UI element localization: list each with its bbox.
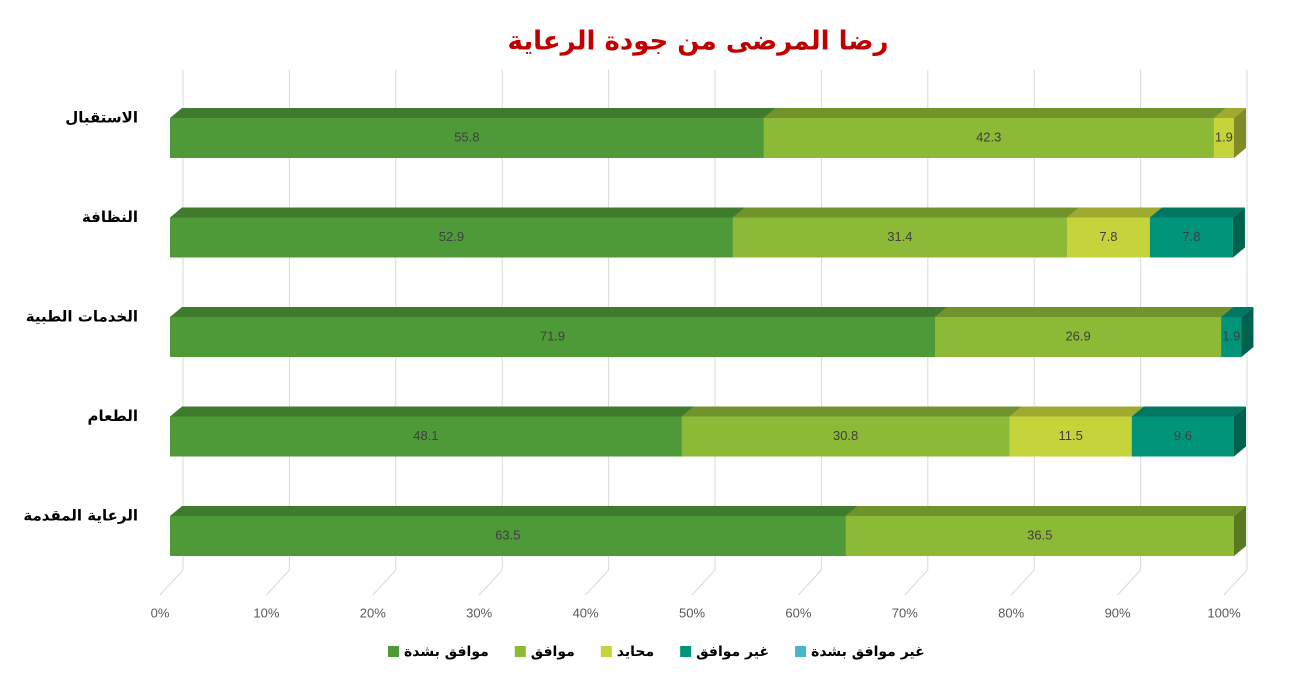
x-tick-label: 40%: [573, 605, 599, 620]
bar-segment-top: [1213, 108, 1246, 118]
data-label: 71.9: [540, 328, 565, 343]
bar-segment: [170, 217, 733, 258]
x-tick-label: 90%: [1105, 605, 1131, 620]
legend-label: موافق: [531, 644, 575, 660]
bar-segment: [170, 416, 682, 457]
grid-floor-line: [478, 569, 503, 596]
grid-floor-line: [266, 569, 290, 596]
data-label: 55.8: [454, 129, 479, 144]
grid-floor-line: [1117, 569, 1141, 596]
bar-segment-top: [170, 108, 776, 118]
bar-segment-top: [1149, 207, 1245, 218]
bar-segment-side: [1234, 108, 1246, 158]
grid-floor-line: [159, 569, 184, 596]
bar-segment-top: [1066, 207, 1162, 218]
bar-segment-top: [681, 406, 1022, 417]
legend-swatch: [514, 646, 526, 657]
x-tick-label: 100%: [1207, 605, 1241, 620]
bar-segment-top: [170, 207, 745, 218]
data-label: 31.4: [887, 229, 912, 244]
data-label: 26.9: [1065, 328, 1090, 343]
y-tick-label: الرعاية المقدمة: [23, 507, 138, 525]
data-label: 7.8: [1182, 229, 1200, 244]
y-tick-label: الاستقبال: [65, 109, 138, 127]
grid-floor-line: [1223, 569, 1248, 596]
bar-segment-side: [1234, 506, 1246, 556]
legend-label: غير موافق بشدة: [811, 644, 925, 660]
bar-segment-side: [1232, 207, 1245, 258]
data-label: 11.5: [1059, 428, 1083, 443]
bar-segment: [170, 118, 764, 158]
grid-floor-line: [798, 569, 822, 596]
x-tick-label: 30%: [466, 605, 492, 620]
data-label: 30.8: [833, 428, 858, 443]
bar-segment-top: [732, 207, 1079, 218]
chart-title: رضا المرضى من جودة الرعاية: [508, 27, 889, 57]
bar-segment: [1213, 118, 1234, 158]
legend-label: غير موافق: [696, 644, 769, 660]
legend-swatch: [600, 646, 612, 657]
legend-swatch: [680, 646, 692, 657]
data-label: 1.9: [1222, 328, 1240, 343]
legend-label: موافق بشدة: [404, 644, 489, 660]
bar-segment: [1149, 217, 1233, 258]
data-label: 42.3: [976, 129, 1001, 144]
x-tick-label: 10%: [253, 605, 279, 620]
x-tick-label: 70%: [892, 605, 918, 620]
grid-floor-line: [691, 569, 716, 596]
grid-floor-line: [904, 569, 929, 596]
bar-segment-top: [170, 406, 694, 417]
bar-segment-top: [845, 506, 1246, 516]
bar-segment: [681, 416, 1010, 457]
data-label: 52.9: [439, 229, 464, 244]
bar-segment-top: [1221, 307, 1254, 317]
x-tick-label: 60%: [785, 605, 811, 620]
data-label: 36.5: [1027, 527, 1052, 542]
bar-segment-top: [1131, 406, 1246, 417]
bar-segment-top: [763, 108, 1226, 118]
bar-segment: [1221, 317, 1242, 357]
bar-segment-side: [1234, 406, 1246, 457]
data-label: 63.5: [495, 527, 520, 542]
bar-segment: [935, 317, 1222, 357]
grid-floor-line: [372, 569, 397, 596]
data-label: 1.9: [1215, 129, 1233, 144]
bar-segment-top: [935, 307, 1234, 317]
bar-segment: [170, 317, 936, 357]
bar-segment-side: [1241, 307, 1254, 357]
bar-segment: [170, 516, 846, 556]
x-tick-label: 80%: [998, 605, 1024, 620]
bar-segment: [763, 118, 1214, 158]
bar-segment-top: [1009, 406, 1144, 417]
data-label: 7.8: [1099, 229, 1117, 244]
bar-segment: [1131, 416, 1234, 457]
bar-segment-top: [170, 506, 858, 516]
bar-segment: [732, 217, 1067, 258]
x-tick-label: 20%: [360, 605, 386, 620]
grid-floor-line: [1010, 569, 1035, 596]
grid-floor-line: [585, 569, 609, 596]
y-tick-label: الخدمات الطبية: [26, 308, 138, 326]
bar-segment: [1009, 416, 1132, 457]
y-tick-label: الطعام: [88, 407, 138, 425]
legend-swatch: [795, 646, 807, 657]
y-tick-label: النظافة: [82, 208, 138, 226]
data-label: 48.1: [413, 428, 438, 443]
legend-label: محايد: [617, 644, 654, 660]
bar-segment-top: [170, 307, 948, 317]
x-tick-label: 50%: [679, 605, 705, 620]
data-label: 9.6: [1174, 428, 1192, 443]
bar-segment: [1066, 217, 1150, 258]
legend-swatch: [388, 646, 399, 657]
bar-segment: [845, 516, 1234, 556]
x-tick-label: 0%: [151, 605, 170, 620]
